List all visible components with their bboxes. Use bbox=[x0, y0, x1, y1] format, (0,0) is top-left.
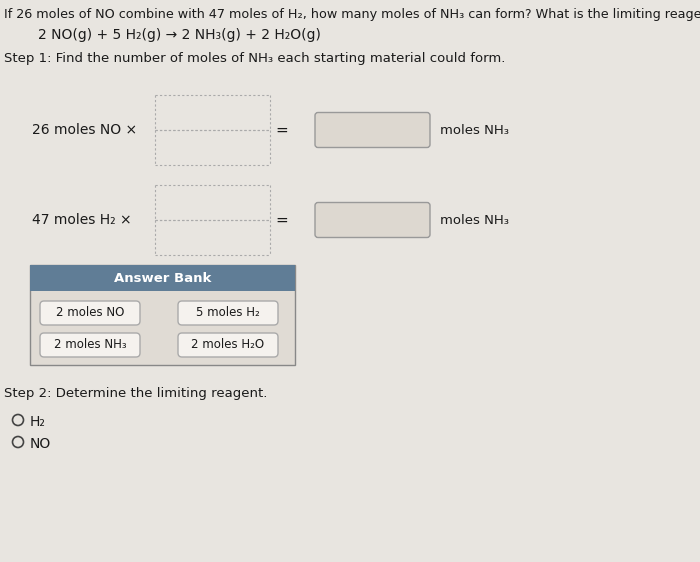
FancyBboxPatch shape bbox=[315, 112, 430, 147]
Text: NO: NO bbox=[30, 437, 51, 451]
Text: Step 2: Determine the limiting reagent.: Step 2: Determine the limiting reagent. bbox=[4, 387, 267, 400]
FancyBboxPatch shape bbox=[178, 301, 278, 325]
Text: If 26 moles of NO combine with 47 moles of H₂, how many moles of NH₃ can form? W: If 26 moles of NO combine with 47 moles … bbox=[4, 8, 700, 21]
Text: Step 1: Find the number of moles of NH₃ each starting material could form.: Step 1: Find the number of moles of NH₃ … bbox=[4, 52, 505, 65]
FancyBboxPatch shape bbox=[40, 333, 140, 357]
Text: =: = bbox=[275, 123, 288, 138]
Text: 2 moles NO: 2 moles NO bbox=[56, 306, 124, 320]
FancyBboxPatch shape bbox=[40, 301, 140, 325]
FancyBboxPatch shape bbox=[178, 333, 278, 357]
Text: H₂: H₂ bbox=[30, 415, 46, 429]
Text: 2 moles H₂O: 2 moles H₂O bbox=[191, 338, 265, 351]
Text: moles NH₃: moles NH₃ bbox=[440, 124, 509, 137]
FancyBboxPatch shape bbox=[315, 202, 430, 238]
Text: 26 moles NO ×: 26 moles NO × bbox=[32, 123, 137, 137]
FancyBboxPatch shape bbox=[30, 265, 295, 365]
Text: moles NH₃: moles NH₃ bbox=[440, 214, 509, 226]
Text: =: = bbox=[275, 212, 288, 228]
FancyBboxPatch shape bbox=[30, 265, 295, 291]
Text: Answer Bank: Answer Bank bbox=[114, 271, 211, 284]
Text: 2 NO(g) + 5 H₂(g) → 2 NH₃(g) + 2 H₂O(g): 2 NO(g) + 5 H₂(g) → 2 NH₃(g) + 2 H₂O(g) bbox=[38, 28, 321, 42]
Text: 5 moles H₂: 5 moles H₂ bbox=[196, 306, 260, 320]
Text: 47 moles H₂ ×: 47 moles H₂ × bbox=[32, 213, 132, 227]
Text: 2 moles NH₃: 2 moles NH₃ bbox=[54, 338, 126, 351]
